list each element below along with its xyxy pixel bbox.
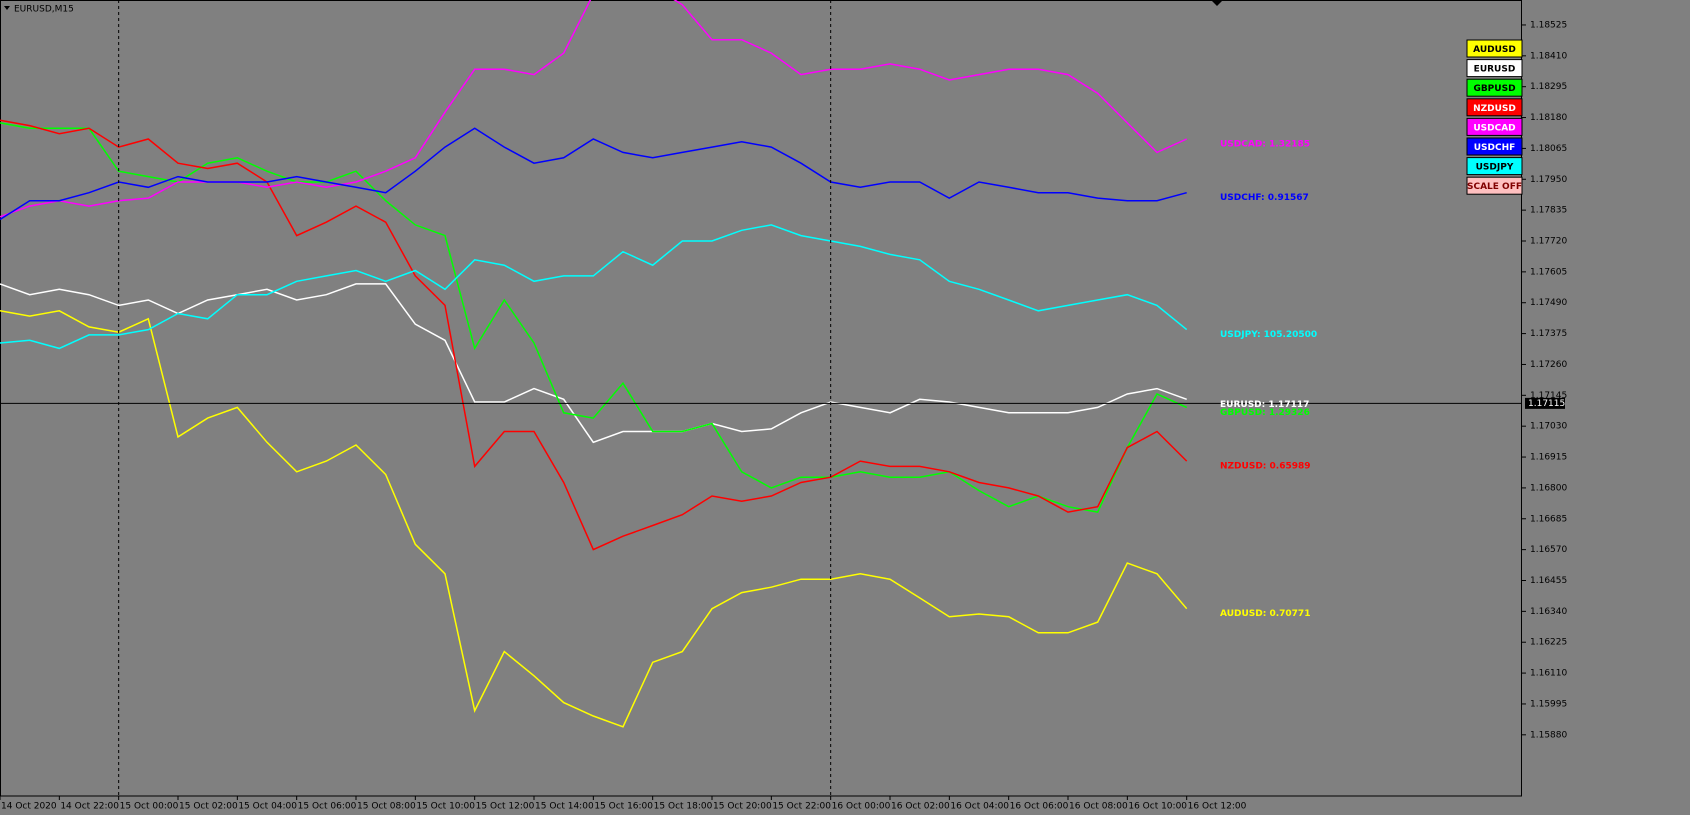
y-tick-label: 1.17490 <box>1530 298 1567 308</box>
chart-title: EURUSD,M15 <box>14 5 74 15</box>
y-tick-label: 1.18180 <box>1530 113 1567 123</box>
y-tick-label: 1.18525 <box>1530 20 1567 30</box>
y-tick-label: 1.16340 <box>1530 607 1567 617</box>
x-tick-label: 15 Oct 20:00 <box>713 802 772 812</box>
y-tick-label: 1.17145 <box>1530 391 1567 401</box>
x-tick-label: 16 Oct 04:00 <box>950 802 1009 812</box>
x-tick-label: 14 Oct 2020 <box>1 802 57 812</box>
end-label: EURUSD: 1.17117 <box>1220 400 1309 410</box>
scale-button-label[interactable]: SCALE OFF <box>1467 182 1522 192</box>
x-tick-label: 15 Oct 04:00 <box>238 802 297 812</box>
x-tick-label: 15 Oct 22:00 <box>772 802 831 812</box>
legend-label[interactable]: NZDUSD <box>1473 104 1516 114</box>
y-tick-label: 1.16915 <box>1530 453 1567 463</box>
y-tick-label: 1.18065 <box>1530 144 1567 154</box>
legend-label[interactable]: USDJPY <box>1476 163 1514 173</box>
end-label: USDCHF: 0.91567 <box>1220 193 1309 203</box>
legend-button[interactable] <box>1466 157 1523 176</box>
x-tick-label: 14 Oct 22:00 <box>60 802 119 812</box>
end-label: GBPUSD: 1.29326 <box>1220 408 1310 418</box>
series-line <box>0 0 1188 218</box>
x-tick-label: 16 Oct 02:00 <box>891 802 950 812</box>
end-label: NZDUSD: 0.65989 <box>1220 462 1311 472</box>
current-price-label: 1.17115 <box>1528 399 1565 409</box>
scale-button[interactable] <box>1466 176 1523 195</box>
legend-button[interactable] <box>1466 39 1523 58</box>
x-tick-label: 16 Oct 06:00 <box>1010 802 1069 812</box>
legend-label[interactable]: GBPUSD <box>1473 84 1515 94</box>
series-line <box>0 224 1188 350</box>
y-tick-label: 1.18295 <box>1530 82 1567 92</box>
x-tick-label: 16 Oct 00:00 <box>832 802 891 812</box>
legend-button[interactable] <box>1466 59 1523 78</box>
end-label: USDJPY: 105.20500 <box>1220 330 1317 340</box>
y-tick-label: 1.16110 <box>1530 669 1567 679</box>
y-tick-label: 1.16455 <box>1530 576 1567 586</box>
legend-button[interactable] <box>1466 137 1523 156</box>
y-tick-label: 1.17605 <box>1530 267 1567 277</box>
x-tick-label: 16 Oct 10:00 <box>1128 802 1187 812</box>
current-price-box <box>1525 397 1565 409</box>
x-tick-label: 16 Oct 08:00 <box>1069 802 1128 812</box>
legend-label[interactable]: EURUSD <box>1474 65 1516 75</box>
x-tick-label: 15 Oct 02:00 <box>179 802 238 812</box>
x-tick-label: 15 Oct 12:00 <box>476 802 535 812</box>
series-line <box>0 119 1188 551</box>
series-line <box>0 122 1188 513</box>
y-tick-label: 1.17950 <box>1530 175 1567 185</box>
legend-label[interactable]: AUDUSD <box>1473 45 1516 55</box>
series-line <box>0 127 1187 221</box>
x-tick-label: 15 Oct 16:00 <box>594 802 653 812</box>
legend-button[interactable] <box>1466 117 1523 136</box>
y-tick-label: 1.16800 <box>1530 483 1567 493</box>
legend-label[interactable]: USDCAD <box>1473 123 1515 133</box>
end-label: USDCAD: 1.32185 <box>1220 140 1310 150</box>
y-tick-label: 1.17720 <box>1530 237 1567 247</box>
series-line <box>0 310 1188 728</box>
x-tick-label: 15 Oct 00:00 <box>120 802 179 812</box>
y-tick-label: 1.17030 <box>1530 422 1567 432</box>
end-label: AUDUSD: 0.70771 <box>1220 609 1310 619</box>
x-tick-label: 15 Oct 10:00 <box>416 802 475 812</box>
y-tick-label: 1.16685 <box>1530 514 1567 524</box>
lines <box>0 0 1188 728</box>
y-tick-label: 1.17375 <box>1530 329 1567 339</box>
x-tick-label: 15 Oct 08:00 <box>357 802 416 812</box>
plot-frame <box>0 0 1522 797</box>
legend-button[interactable] <box>1466 78 1523 97</box>
x-tick-label: 15 Oct 06:00 <box>298 802 357 812</box>
menu-arrow <box>4 6 10 10</box>
y-tick-label: 1.18410 <box>1530 51 1567 61</box>
y-tick-label: 1.15995 <box>1530 699 1567 709</box>
x-tick-label: 16 Oct 12:00 <box>1188 802 1247 812</box>
legend-label[interactable]: USDCHF <box>1474 143 1516 153</box>
y-tick-label: 1.16225 <box>1530 638 1567 648</box>
series-line <box>0 283 1187 444</box>
x-tick-label: 15 Oct 18:00 <box>654 802 713 812</box>
y-tick-label: 1.17260 <box>1530 360 1567 370</box>
y-tick-label: 1.16570 <box>1530 545 1567 555</box>
y-tick-label: 1.15880 <box>1530 730 1567 740</box>
x-tick-label: 15 Oct 14:00 <box>535 802 594 812</box>
y-tick-label: 1.17835 <box>1530 206 1567 216</box>
shift-marker <box>1212 1 1222 6</box>
legend-button[interactable] <box>1466 98 1523 117</box>
